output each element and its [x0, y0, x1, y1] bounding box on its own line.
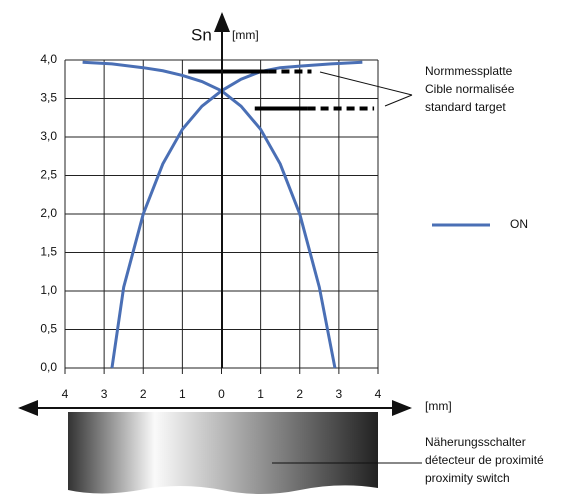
- annotation: Normmessplatte: [425, 64, 513, 78]
- x-tick-label: 1: [257, 387, 264, 401]
- x-tick-label: 3: [101, 387, 108, 401]
- y-tick-label: 4,0: [40, 52, 57, 66]
- plot: 0,0 0,5 1,0 1,5 2,0 2,5 3,0 3,5 4,0 4 3 2 1 0 1 2 3 4: [40, 52, 381, 401]
- y-unit: [mm]: [232, 28, 259, 42]
- annotation: proximity switch: [425, 471, 510, 485]
- x-tick-label: 4: [62, 387, 69, 401]
- y-tick-label: 2,0: [40, 206, 57, 220]
- y-tick-label: 1,5: [40, 245, 57, 259]
- annotation: Cible normalisée: [425, 82, 515, 96]
- leader: [319, 71, 413, 96]
- leader: [384, 94, 413, 107]
- y-tick-label: 0,5: [40, 322, 57, 336]
- x-tick-label: 2: [140, 387, 147, 401]
- x-tick-label: 3: [336, 387, 343, 401]
- x-tick-label: 4: [375, 387, 382, 401]
- y-tick-label: 1,0: [40, 283, 57, 297]
- x-tick-label: 1: [179, 387, 186, 401]
- y-tick-label: 3,5: [40, 91, 57, 105]
- legend-label: ON: [510, 217, 528, 231]
- y-tick-label: 2,5: [40, 168, 57, 182]
- x-unit: [mm]: [425, 399, 452, 413]
- annotation: détecteur de proximité: [425, 453, 544, 467]
- y-tick-label: 0,0: [40, 360, 57, 374]
- annotation: Näherungsschalter: [425, 435, 526, 449]
- x-tick-label: 0: [218, 387, 225, 401]
- y-label: Sn: [191, 25, 212, 44]
- annotation: standard target: [425, 100, 506, 114]
- y-tick-label: 3,0: [40, 129, 57, 143]
- x-tick-label: 2: [296, 387, 303, 401]
- sensor-body: [68, 412, 378, 494]
